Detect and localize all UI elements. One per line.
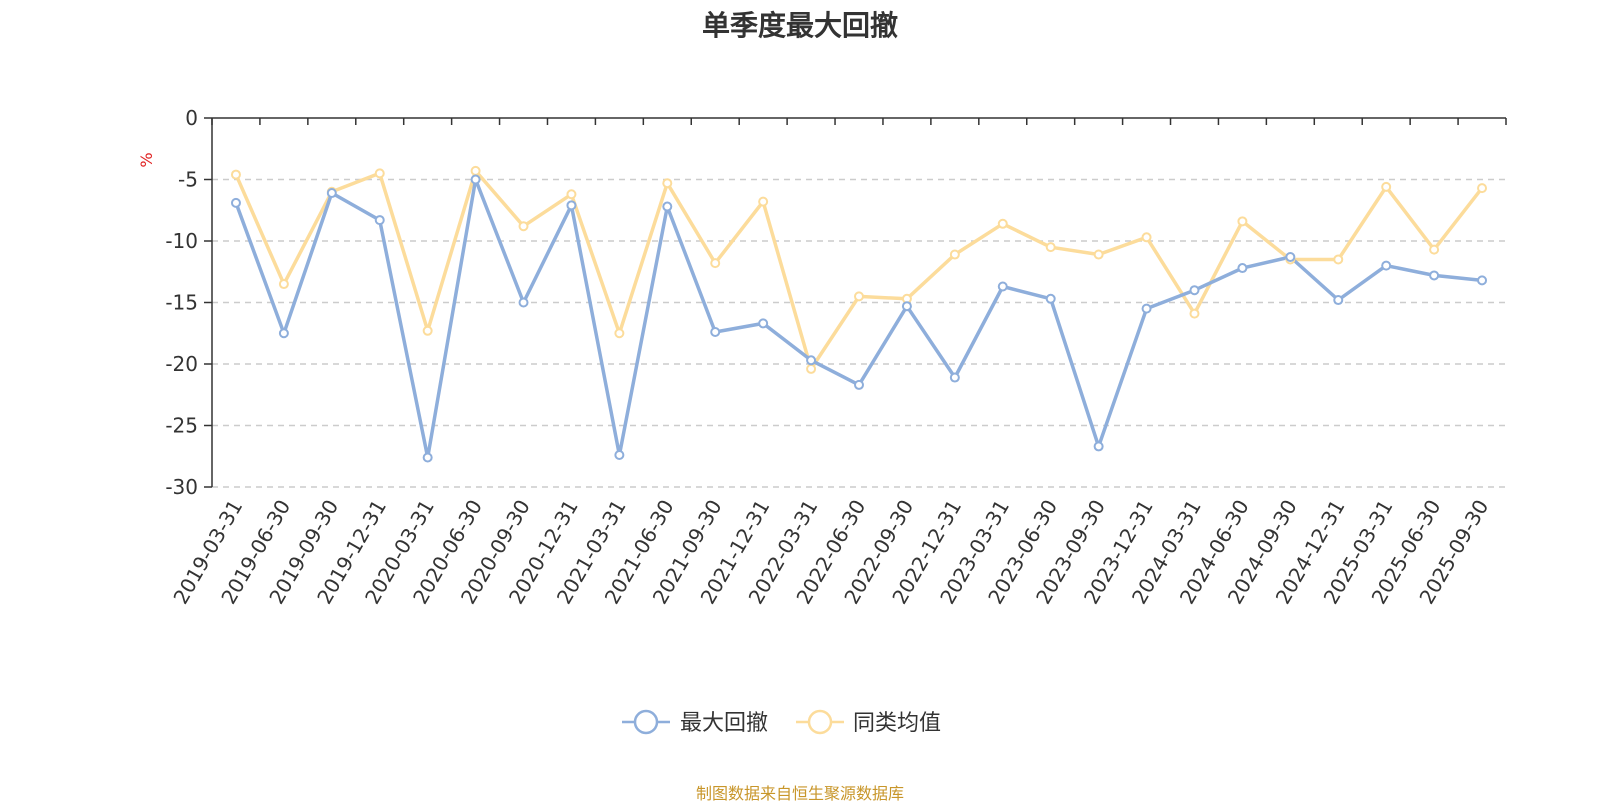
legend-marker xyxy=(807,709,833,735)
legend[interactable]: 最大回撤 同类均值 xyxy=(622,709,941,736)
data-point[interactable] xyxy=(230,197,241,208)
data-point[interactable] xyxy=(1429,270,1440,281)
data-point[interactable] xyxy=(1381,181,1392,192)
data-point[interactable] xyxy=(614,328,625,339)
chart-title: 单季度最大回撤 xyxy=(701,9,898,42)
data-point[interactable] xyxy=(278,279,289,290)
data-point[interactable] xyxy=(997,281,1008,292)
data-point[interactable] xyxy=(1333,254,1344,265)
data-point[interactable] xyxy=(374,168,385,179)
data-point[interactable] xyxy=(614,450,625,461)
data-point[interactable] xyxy=(1189,308,1200,319)
series-lines xyxy=(230,165,1488,463)
data-point[interactable] xyxy=(566,189,577,200)
data-point[interactable] xyxy=(1381,260,1392,271)
data-point[interactable] xyxy=(1045,293,1056,304)
data-point[interactable] xyxy=(949,372,960,383)
data-point[interactable] xyxy=(1093,441,1104,452)
data-point[interactable] xyxy=(949,249,960,260)
data-point[interactable] xyxy=(1189,285,1200,296)
y-tick-label: -5 xyxy=(178,168,198,192)
data-point[interactable] xyxy=(758,318,769,329)
axes: 0-5-10-15-20-25-302019-03-312019-06-3020… xyxy=(165,106,1507,608)
data-point[interactable] xyxy=(806,355,817,366)
data-point[interactable] xyxy=(1333,295,1344,306)
data-point[interactable] xyxy=(326,188,337,199)
data-point[interactable] xyxy=(422,452,433,463)
data-point[interactable] xyxy=(1477,275,1488,286)
data-point[interactable] xyxy=(806,363,817,374)
data-point[interactable] xyxy=(1141,303,1152,314)
legend-label: 同类均值 xyxy=(853,711,941,736)
data-point[interactable] xyxy=(1237,263,1248,274)
legend-item-1[interactable]: 同类均值 xyxy=(796,709,941,736)
data-point[interactable] xyxy=(1429,244,1440,255)
data-point[interactable] xyxy=(710,327,721,338)
data-point[interactable] xyxy=(662,178,673,189)
data-point[interactable] xyxy=(854,379,864,390)
data-point[interactable] xyxy=(710,258,721,269)
data-point[interactable] xyxy=(1045,242,1056,253)
data-point[interactable] xyxy=(518,221,529,232)
data-point[interactable] xyxy=(422,325,433,336)
series-line-1 xyxy=(234,169,1484,371)
data-point[interactable] xyxy=(470,174,481,185)
grid-lines xyxy=(212,178,1506,488)
data-point[interactable] xyxy=(230,169,241,180)
data-point[interactable] xyxy=(1237,216,1248,227)
legend-label: 最大回撤 xyxy=(680,711,768,736)
y-axis-label: % xyxy=(137,152,156,167)
data-point[interactable] xyxy=(470,165,481,176)
y-tick-label: -30 xyxy=(165,475,198,499)
data-point[interactable] xyxy=(662,201,673,212)
y-tick-label: 0 xyxy=(185,106,198,130)
data-point[interactable] xyxy=(374,215,385,226)
legend-item-0[interactable]: 最大回撤 xyxy=(622,709,768,736)
legend-marker xyxy=(633,709,659,735)
y-tick-label: -10 xyxy=(165,229,198,253)
data-point[interactable] xyxy=(278,328,289,339)
data-point[interactable] xyxy=(758,196,769,207)
data-point[interactable] xyxy=(1285,251,1296,262)
data-point[interactable] xyxy=(566,200,577,211)
source-note: 制图数据来自恒生聚源数据库 xyxy=(695,784,904,803)
data-point[interactable] xyxy=(854,291,864,302)
data-point[interactable] xyxy=(901,301,912,312)
data-point[interactable] xyxy=(1093,249,1104,260)
data-point[interactable] xyxy=(997,218,1008,229)
y-tick-label: -20 xyxy=(165,352,198,376)
data-point[interactable] xyxy=(1141,232,1152,243)
data-point[interactable] xyxy=(1477,183,1488,194)
y-tick-label: -15 xyxy=(165,291,198,315)
data-point[interactable] xyxy=(518,297,529,308)
y-tick-label: -25 xyxy=(165,414,198,438)
